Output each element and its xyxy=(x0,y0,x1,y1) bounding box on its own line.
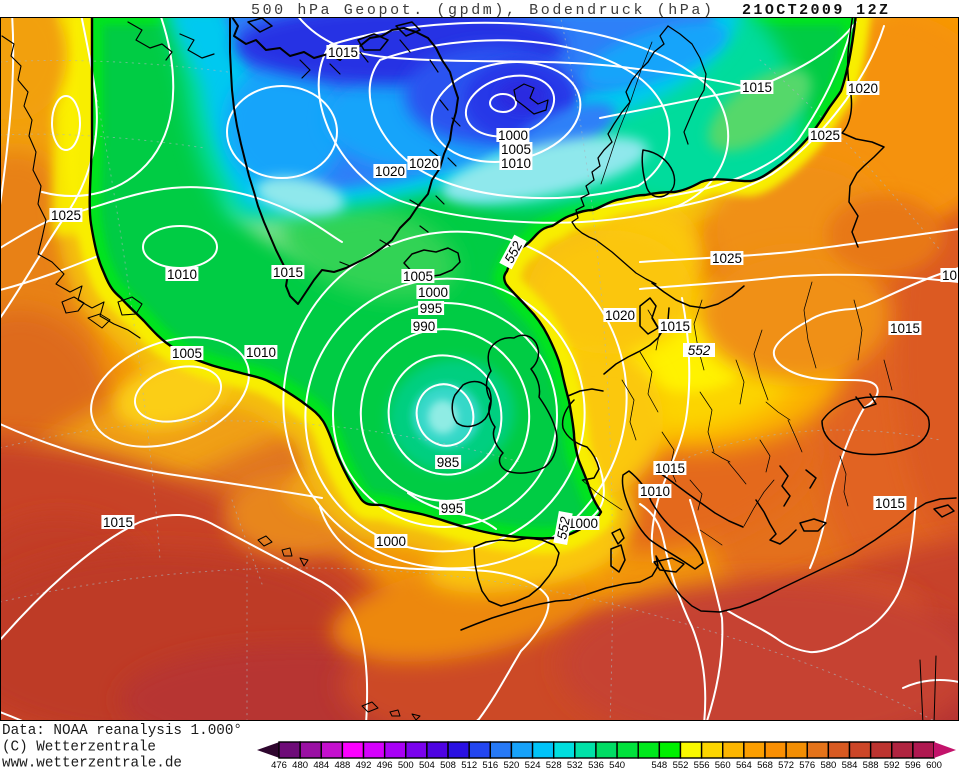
svg-text:990: 990 xyxy=(413,319,436,334)
svg-text:1020: 1020 xyxy=(848,81,878,96)
svg-text:560: 560 xyxy=(715,760,731,770)
svg-text:1025: 1025 xyxy=(712,251,742,266)
svg-text:476: 476 xyxy=(271,760,287,770)
svg-text:1005: 1005 xyxy=(172,346,202,361)
svg-text:21OCT2009 12Z: 21OCT2009 12Z xyxy=(742,2,888,19)
svg-text:1015: 1015 xyxy=(273,265,303,280)
svg-text:1005: 1005 xyxy=(501,142,531,157)
svg-text:552: 552 xyxy=(673,760,689,770)
svg-text:1010: 1010 xyxy=(501,156,531,171)
svg-text:1015: 1015 xyxy=(655,461,685,476)
svg-text:556: 556 xyxy=(694,760,710,770)
svg-text:488: 488 xyxy=(334,760,350,770)
svg-text:1020: 1020 xyxy=(605,308,635,323)
svg-text:536: 536 xyxy=(588,760,604,770)
svg-text:1015: 1015 xyxy=(742,80,772,95)
svg-text:1015: 1015 xyxy=(890,321,920,336)
svg-text:580: 580 xyxy=(820,760,836,770)
svg-text:(C) Wetterzentrale: (C) Wetterzentrale xyxy=(2,740,156,756)
svg-text:552: 552 xyxy=(554,515,573,540)
svg-text:504: 504 xyxy=(419,760,435,770)
svg-text:592: 592 xyxy=(884,760,900,770)
svg-text:1000: 1000 xyxy=(498,128,528,143)
svg-text:548: 548 xyxy=(651,760,667,770)
svg-text:www.wetterzentrale.de: www.wetterzentrale.de xyxy=(2,756,182,771)
svg-text:1010: 1010 xyxy=(167,267,197,282)
svg-text:496: 496 xyxy=(377,760,393,770)
svg-text:532: 532 xyxy=(567,760,583,770)
svg-text:1000: 1000 xyxy=(376,534,406,549)
svg-text:1010: 1010 xyxy=(246,345,276,360)
svg-text:596: 596 xyxy=(905,760,921,770)
svg-text:1000: 1000 xyxy=(568,516,598,531)
svg-text:540: 540 xyxy=(609,760,625,770)
svg-text:995: 995 xyxy=(441,501,464,516)
svg-text:584: 584 xyxy=(842,760,858,770)
svg-text:500: 500 xyxy=(398,760,414,770)
svg-text:572: 572 xyxy=(778,760,794,770)
svg-text:480: 480 xyxy=(292,760,308,770)
svg-text:995: 995 xyxy=(420,301,443,316)
svg-text:512: 512 xyxy=(461,760,477,770)
svg-text:576: 576 xyxy=(799,760,815,770)
svg-text:1015: 1015 xyxy=(328,45,358,60)
svg-text:1015: 1015 xyxy=(942,268,959,283)
svg-text:484: 484 xyxy=(313,760,329,770)
svg-text:1020: 1020 xyxy=(375,164,405,179)
svg-text:1025: 1025 xyxy=(810,128,840,143)
svg-text:1010: 1010 xyxy=(640,484,670,499)
svg-text:1020: 1020 xyxy=(409,156,439,171)
svg-text:1005: 1005 xyxy=(403,269,433,284)
svg-text:564: 564 xyxy=(736,760,752,770)
svg-text:492: 492 xyxy=(356,760,372,770)
svg-text:1015: 1015 xyxy=(875,496,905,511)
svg-text:588: 588 xyxy=(863,760,879,770)
svg-text:1015: 1015 xyxy=(103,515,133,530)
svg-text:Data: NOAA reanalysis 1.000°: Data: NOAA reanalysis 1.000° xyxy=(2,723,242,739)
svg-text:985: 985 xyxy=(437,455,460,470)
svg-text:600: 600 xyxy=(926,760,942,770)
svg-text:568: 568 xyxy=(757,760,773,770)
svg-text:552: 552 xyxy=(688,343,711,358)
svg-text:1015: 1015 xyxy=(660,319,690,334)
svg-text:1025: 1025 xyxy=(51,208,81,223)
svg-text:1000: 1000 xyxy=(418,285,448,300)
svg-text:508: 508 xyxy=(440,760,456,770)
svg-text:524: 524 xyxy=(525,760,541,770)
svg-text:528: 528 xyxy=(546,760,562,770)
svg-text:516: 516 xyxy=(482,760,498,770)
svg-text:520: 520 xyxy=(503,760,519,770)
